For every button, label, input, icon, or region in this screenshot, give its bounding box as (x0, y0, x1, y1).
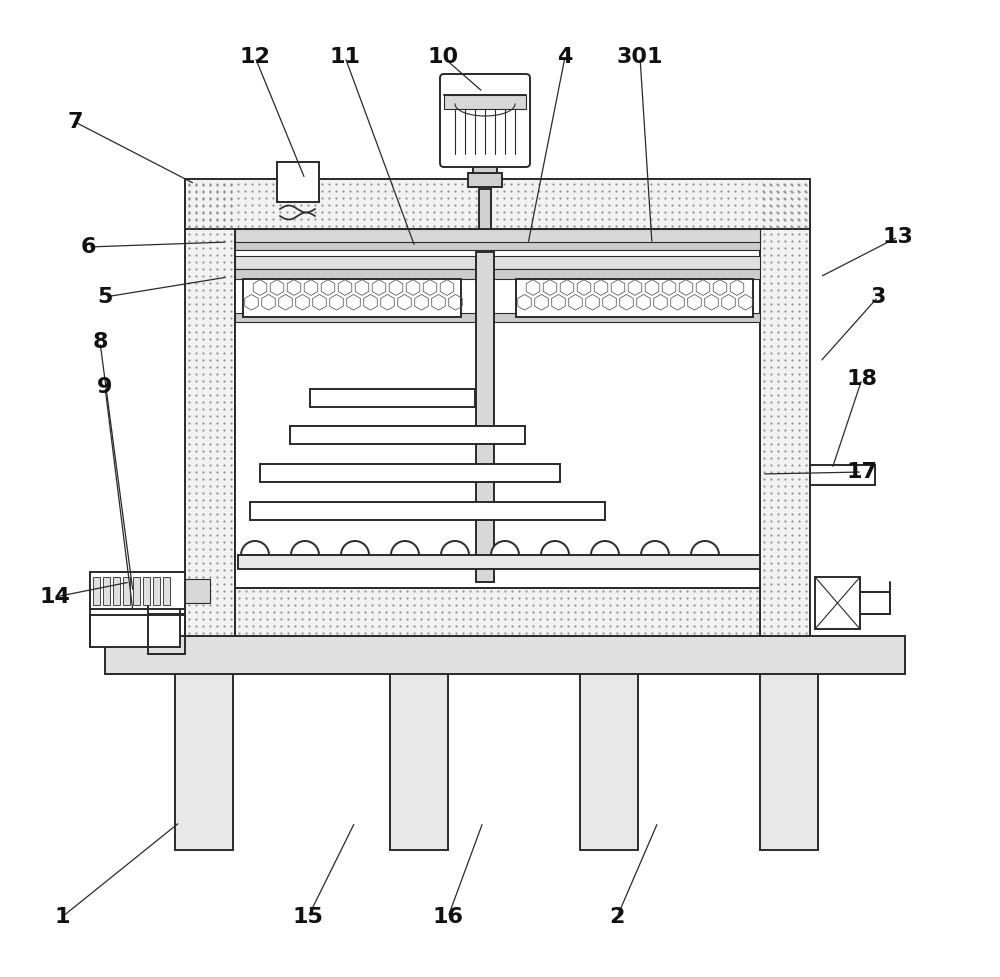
Bar (238, 555, 760, 569)
Text: 11: 11 (330, 47, 360, 67)
Text: 5: 5 (97, 287, 113, 307)
Bar (243, 279, 461, 317)
Text: 18: 18 (846, 369, 878, 389)
Bar (153, 577, 160, 605)
Bar (250, 502, 605, 520)
Text: 4: 4 (557, 47, 573, 67)
Bar (185, 184, 235, 636)
Bar (810, 465, 875, 485)
Wedge shape (591, 541, 619, 555)
Text: 2: 2 (609, 907, 625, 927)
Bar (516, 279, 753, 317)
Bar (476, 252, 494, 582)
Text: 7: 7 (67, 112, 83, 132)
Bar (105, 636, 905, 674)
Text: 12: 12 (240, 47, 270, 67)
Bar (93, 577, 100, 605)
Wedge shape (241, 541, 269, 555)
Bar (390, 674, 448, 850)
Text: 6: 6 (80, 237, 96, 257)
Wedge shape (391, 541, 419, 555)
Wedge shape (541, 541, 569, 555)
Bar (185, 179, 810, 229)
Text: 10: 10 (427, 47, 459, 67)
Bar (90, 572, 185, 609)
Text: 301: 301 (617, 47, 663, 67)
Wedge shape (341, 541, 369, 555)
Text: 14: 14 (40, 587, 70, 607)
Text: 16: 16 (432, 907, 464, 927)
Bar (580, 674, 638, 850)
Text: 17: 17 (846, 462, 878, 482)
Bar (235, 313, 760, 322)
Bar (235, 256, 760, 269)
Bar (290, 426, 525, 444)
Bar (310, 389, 475, 407)
Bar (235, 588, 760, 636)
Bar (235, 229, 760, 588)
Bar (235, 269, 760, 279)
Text: 9: 9 (97, 377, 113, 397)
Bar (143, 577, 150, 605)
Bar (185, 579, 210, 603)
Text: 15: 15 (293, 907, 323, 927)
Bar (148, 614, 185, 654)
Bar (113, 577, 120, 605)
Wedge shape (491, 541, 519, 555)
Bar (123, 577, 130, 605)
Bar (133, 577, 140, 605)
Bar (103, 577, 110, 605)
Bar (760, 184, 810, 636)
Text: 1: 1 (54, 907, 70, 927)
Bar (260, 464, 560, 482)
Text: 8: 8 (92, 332, 108, 352)
Bar (760, 674, 818, 850)
Text: 13: 13 (883, 227, 913, 247)
Bar (90, 582, 180, 647)
Bar (444, 95, 526, 109)
Bar (163, 577, 170, 605)
Wedge shape (641, 541, 669, 555)
Wedge shape (291, 541, 319, 555)
Bar (277, 162, 319, 202)
Wedge shape (441, 541, 469, 555)
Bar (235, 229, 760, 250)
Bar (235, 229, 760, 242)
Bar (175, 674, 233, 850)
Bar (468, 173, 502, 187)
Bar (860, 592, 890, 614)
FancyBboxPatch shape (440, 74, 530, 167)
Bar (473, 163, 497, 173)
Text: 3: 3 (870, 287, 886, 307)
Bar (815, 577, 860, 629)
Bar (479, 189, 491, 229)
Wedge shape (691, 541, 719, 555)
